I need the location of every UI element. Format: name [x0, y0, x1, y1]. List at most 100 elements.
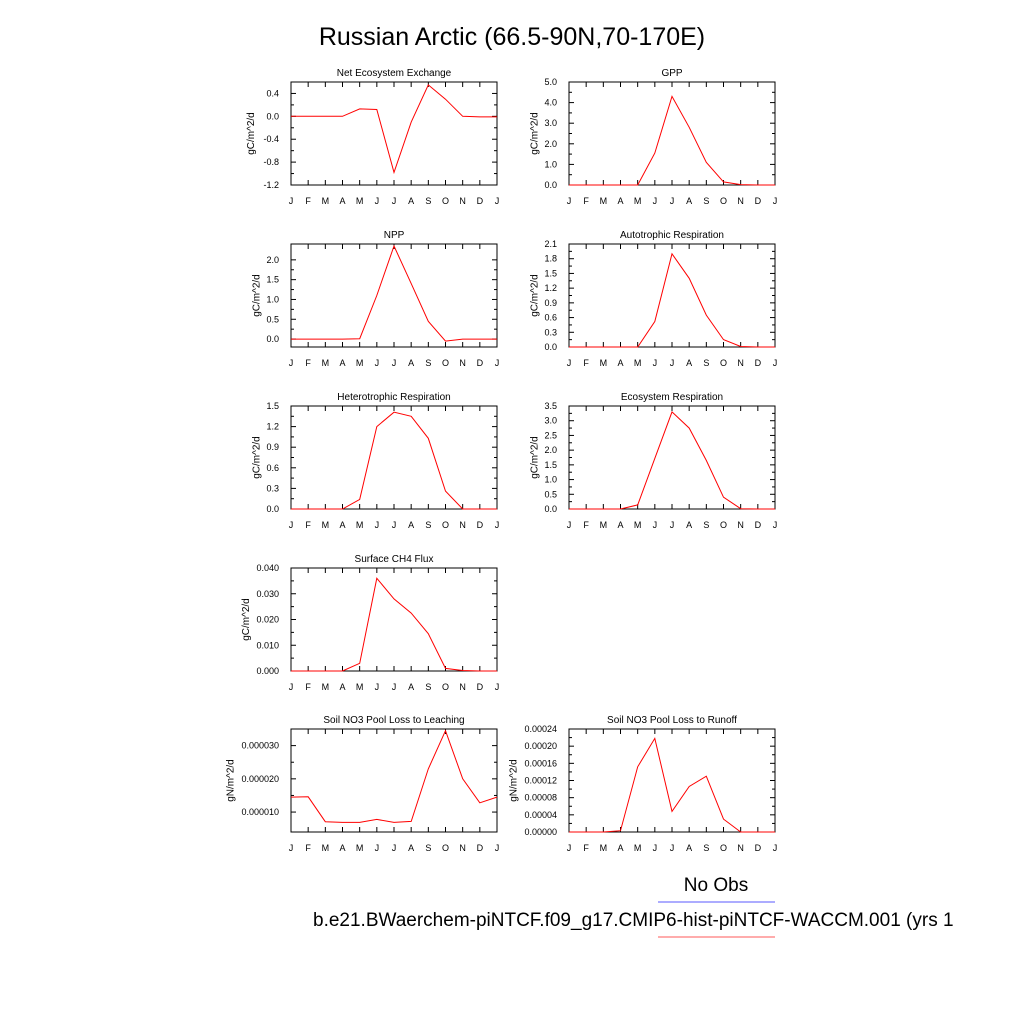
x-tick-label: D: [755, 520, 762, 530]
x-tick-label: S: [425, 682, 431, 692]
x-tick-label: M: [356, 843, 364, 853]
x-tick-label: J: [392, 358, 397, 368]
x-tick-label: S: [425, 520, 431, 530]
x-tick-label: A: [339, 196, 345, 206]
y-tick-label: 1.8: [544, 254, 557, 264]
series-line: [291, 577, 497, 672]
y-tick-label: 0.00016: [524, 758, 557, 768]
y-tick-label: 0.3: [544, 327, 557, 337]
panel-title: Soil NO3 Pool Loss to Leaching: [323, 715, 464, 726]
x-tick-label: J: [392, 520, 397, 530]
y-tick-label: 0.000030: [241, 741, 279, 751]
x-tick-label: O: [442, 843, 449, 853]
y-tick-label: 2.0: [544, 445, 557, 455]
y-tick-label: 1.2: [266, 422, 279, 432]
x-tick-label: J: [375, 358, 380, 368]
x-tick-label: N: [459, 520, 466, 530]
x-tick-label: M: [600, 843, 608, 853]
x-tick-label: D: [477, 196, 484, 206]
series-line: [569, 737, 775, 833]
y-axis-label: gC/m^2/d: [529, 112, 540, 155]
x-tick-label: J: [670, 196, 675, 206]
x-tick-label: O: [720, 358, 727, 368]
x-tick-label: A: [408, 682, 414, 692]
x-tick-label: A: [408, 358, 414, 368]
x-tick-label: M: [634, 196, 642, 206]
x-tick-label: A: [686, 520, 692, 530]
y-tick-label: 0.0: [266, 334, 279, 344]
y-tick-label: -0.8: [263, 157, 279, 167]
x-tick-label: N: [737, 196, 744, 206]
x-tick-label: A: [617, 520, 623, 530]
x-tick-label: A: [408, 520, 414, 530]
x-tick-label: J: [289, 358, 294, 368]
x-tick-label: J: [289, 520, 294, 530]
y-axis-label: gC/m^2/d: [529, 436, 540, 479]
x-tick-label: J: [289, 843, 294, 853]
y-axis-label: gC/m^2/d: [251, 436, 262, 479]
x-tick-label: A: [617, 196, 623, 206]
y-tick-label: 0.000: [256, 666, 279, 676]
x-tick-label: J: [375, 196, 380, 206]
x-tick-label: M: [322, 196, 330, 206]
y-tick-label: 1.5: [544, 460, 557, 470]
y-axis-label: gC/m^2/d: [529, 274, 540, 317]
plot-frame: [290, 81, 498, 186]
series-line: [291, 84, 497, 175]
x-tick-label: A: [617, 843, 623, 853]
x-tick-label: J: [773, 358, 778, 368]
x-tick-label: J: [567, 843, 572, 853]
x-tick-label: J: [653, 520, 658, 530]
x-tick-label: O: [442, 358, 449, 368]
y-tick-label: 0.00008: [524, 793, 557, 803]
y-axis-label: gC/m^2/d: [246, 112, 257, 155]
x-tick-label: F: [305, 682, 311, 692]
series-line: [569, 411, 775, 510]
y-tick-label: 1.5: [266, 275, 279, 285]
x-tick-label: S: [703, 843, 709, 853]
x-tick-label: A: [339, 682, 345, 692]
panel-title: Soil NO3 Pool Loss to Runoff: [607, 715, 737, 726]
y-tick-label: 0.00004: [524, 810, 557, 820]
legend: No Obs b.e21.BWaerchem-piNTCF.f09_g17.CM…: [313, 875, 954, 938]
figure-title: Russian Arctic (66.5-90N,70-170E): [319, 23, 705, 51]
x-tick-label: J: [375, 843, 380, 853]
y-axis-label: gC/m^2/d: [251, 274, 262, 317]
x-tick-label: S: [703, 520, 709, 530]
x-tick-label: D: [755, 358, 762, 368]
x-tick-label: J: [375, 520, 380, 530]
series-line: [290, 729, 498, 823]
x-tick-label: J: [289, 682, 294, 692]
plot-frame: [568, 243, 776, 348]
plot-frame: [290, 405, 498, 510]
y-tick-label: 1.0: [266, 294, 279, 304]
x-tick-label: F: [583, 196, 589, 206]
x-tick-label: F: [583, 843, 589, 853]
x-tick-label: M: [322, 843, 330, 853]
x-tick-label: J: [567, 358, 572, 368]
y-tick-label: 1.5: [544, 268, 557, 278]
y-tick-label: 2.0: [544, 139, 557, 149]
plot-frame: [290, 567, 498, 672]
x-tick-label: M: [600, 196, 608, 206]
plot-frame: [290, 243, 498, 348]
x-tick-label: D: [755, 196, 762, 206]
y-tick-label: 0.0: [266, 504, 279, 514]
panel-title: Autotrophic Respiration: [620, 230, 724, 241]
y-axis-label: gC/m^2/d: [241, 598, 252, 641]
x-tick-label: J: [495, 520, 500, 530]
y-tick-label: 4.0: [544, 98, 557, 108]
y-tick-label: 0.00024: [524, 724, 557, 734]
x-tick-label: J: [670, 520, 675, 530]
x-tick-label: M: [356, 196, 364, 206]
x-tick-label: J: [653, 196, 658, 206]
y-tick-label: 0.9: [266, 442, 279, 452]
x-tick-label: O: [442, 196, 449, 206]
x-tick-label: J: [773, 196, 778, 206]
series-line: [291, 411, 497, 510]
